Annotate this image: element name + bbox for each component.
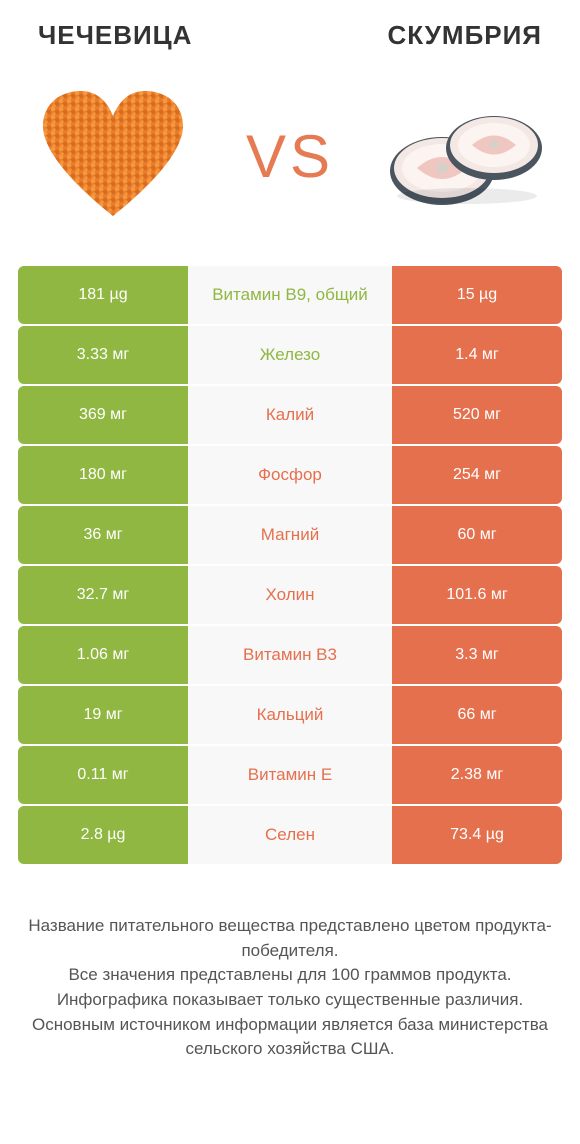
value-left: 19 мг [18, 686, 188, 744]
value-left: 180 мг [18, 446, 188, 504]
table-row: 369 мгКалий520 мг [18, 386, 562, 444]
value-right: 254 мг [392, 446, 562, 504]
table-row: 32.7 мгХолин101.6 мг [18, 566, 562, 624]
value-right: 15 µg [392, 266, 562, 324]
table-row: 180 мгФосфор254 мг [18, 446, 562, 504]
title-right: СКУМБРИЯ [387, 20, 542, 51]
header: ЧЕЧЕВИЦА СКУМБРИЯ [18, 20, 562, 61]
nutrient-label: Кальций [188, 686, 392, 744]
value-left: 36 мг [18, 506, 188, 564]
value-left: 369 мг [18, 386, 188, 444]
footer-line: Инфографика показывает только существенн… [28, 988, 552, 1013]
value-left: 3.33 мг [18, 326, 188, 384]
footer-line: Все значения представлены для 100 граммо… [28, 963, 552, 988]
value-right: 60 мг [392, 506, 562, 564]
value-left: 1.06 мг [18, 626, 188, 684]
table-row: 0.11 мгВитамин E2.38 мг [18, 746, 562, 804]
nutrient-label: Калий [188, 386, 392, 444]
value-left: 0.11 мг [18, 746, 188, 804]
value-right: 66 мг [392, 686, 562, 744]
value-right: 2.38 мг [392, 746, 562, 804]
nutrient-label: Витамин B3 [188, 626, 392, 684]
value-left: 2.8 µg [18, 806, 188, 864]
comparison-table: 181 µgВитамин B9, общий15 µg3.33 мгЖелез… [18, 266, 562, 864]
value-left: 181 µg [18, 266, 188, 324]
nutrient-label: Холин [188, 566, 392, 624]
nutrient-label: Витамин E [188, 746, 392, 804]
lentils-image [28, 71, 198, 241]
table-row: 36 мгМагний60 мг [18, 506, 562, 564]
table-row: 181 µgВитамин B9, общий15 µg [18, 266, 562, 324]
nutrient-label: Магний [188, 506, 392, 564]
title-left: ЧЕЧЕВИЦА [38, 20, 192, 51]
value-right: 3.3 мг [392, 626, 562, 684]
table-row: 3.33 мгЖелезо1.4 мг [18, 326, 562, 384]
mackerel-image [382, 71, 552, 241]
value-right: 73.4 µg [392, 806, 562, 864]
table-row: 1.06 мгВитамин B33.3 мг [18, 626, 562, 684]
footer-line: Основным источником информации является … [28, 1013, 552, 1062]
nutrient-label: Железо [188, 326, 392, 384]
vs-label: VS [246, 122, 334, 191]
footer-line: Название питательного вещества представл… [28, 914, 552, 963]
nutrient-label: Фосфор [188, 446, 392, 504]
footer-note: Название питательного вещества представл… [18, 914, 562, 1062]
value-left: 32.7 мг [18, 566, 188, 624]
nutrient-label: Селен [188, 806, 392, 864]
table-row: 2.8 µgСелен73.4 µg [18, 806, 562, 864]
nutrient-label: Витамин B9, общий [188, 266, 392, 324]
value-right: 1.4 мг [392, 326, 562, 384]
value-right: 101.6 мг [392, 566, 562, 624]
image-row: VS [18, 61, 562, 266]
value-right: 520 мг [392, 386, 562, 444]
table-row: 19 мгКальций66 мг [18, 686, 562, 744]
